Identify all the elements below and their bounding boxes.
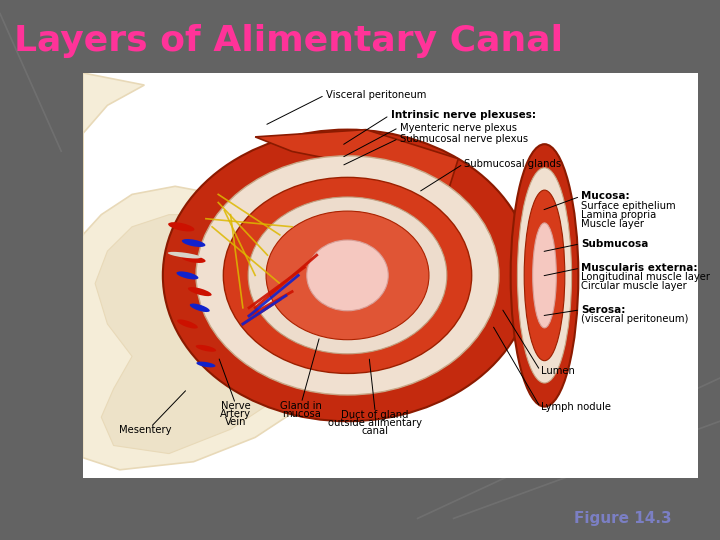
Text: Mesentery: Mesentery [119, 425, 171, 435]
Bar [83, 73, 698, 478]
Text: Myenteric nerve plexus: Myenteric nerve plexus [400, 123, 517, 133]
Ellipse shape [168, 222, 194, 232]
Text: Circular muscle layer: Circular muscle layer [582, 281, 687, 291]
Text: Nerve: Nerve [220, 401, 251, 411]
Text: Submucosal glands: Submucosal glands [464, 159, 562, 169]
Text: Vein: Vein [225, 417, 246, 427]
Ellipse shape [524, 190, 564, 361]
Text: Longitudinal muscle layer: Longitudinal muscle layer [582, 272, 711, 282]
Ellipse shape [197, 362, 215, 367]
Ellipse shape [176, 272, 199, 279]
Text: mucosa: mucosa [282, 409, 321, 419]
Text: outside alimentary: outside alimentary [328, 418, 422, 428]
Text: Mucosa:: Mucosa: [582, 191, 630, 201]
Ellipse shape [248, 197, 447, 354]
Ellipse shape [177, 320, 198, 328]
Polygon shape [83, 73, 348, 470]
Text: Artery: Artery [220, 409, 251, 419]
Ellipse shape [196, 345, 216, 352]
Ellipse shape [182, 239, 205, 247]
Ellipse shape [518, 168, 572, 383]
Text: (visceral peritoneum): (visceral peritoneum) [582, 314, 689, 324]
Text: Muscle layer: Muscle layer [582, 219, 644, 228]
Polygon shape [95, 214, 310, 454]
Ellipse shape [223, 177, 472, 374]
Ellipse shape [307, 240, 388, 311]
Text: Duct of gland: Duct of gland [341, 410, 409, 420]
Ellipse shape [188, 287, 212, 296]
Text: Submucosa: Submucosa [582, 239, 649, 249]
Text: Serosa:: Serosa: [582, 305, 626, 315]
Ellipse shape [196, 156, 499, 395]
Polygon shape [255, 130, 459, 188]
Ellipse shape [163, 130, 532, 421]
Ellipse shape [510, 144, 578, 407]
Ellipse shape [533, 223, 557, 328]
Text: Lamina propria: Lamina propria [582, 210, 657, 220]
Ellipse shape [181, 255, 206, 263]
Ellipse shape [266, 211, 429, 340]
Text: Gland in: Gland in [280, 401, 323, 411]
Ellipse shape [168, 252, 201, 259]
Text: Surface epithelium: Surface epithelium [582, 201, 676, 211]
Text: Lumen: Lumen [541, 366, 575, 376]
Text: Layers of Alimentary Canal: Layers of Alimentary Canal [14, 24, 563, 58]
Text: Muscularis externa:: Muscularis externa: [582, 263, 698, 273]
Text: Intrinsic nerve plexuses:: Intrinsic nerve plexuses: [391, 110, 536, 120]
Text: Lymph nodule: Lymph nodule [541, 402, 611, 412]
Text: Submucosal nerve plexus: Submucosal nerve plexus [400, 133, 528, 144]
Text: Visceral peritoneum: Visceral peritoneum [326, 90, 426, 100]
Text: canal: canal [361, 426, 389, 436]
Ellipse shape [190, 303, 210, 312]
Text: Figure 14.3: Figure 14.3 [574, 511, 672, 526]
